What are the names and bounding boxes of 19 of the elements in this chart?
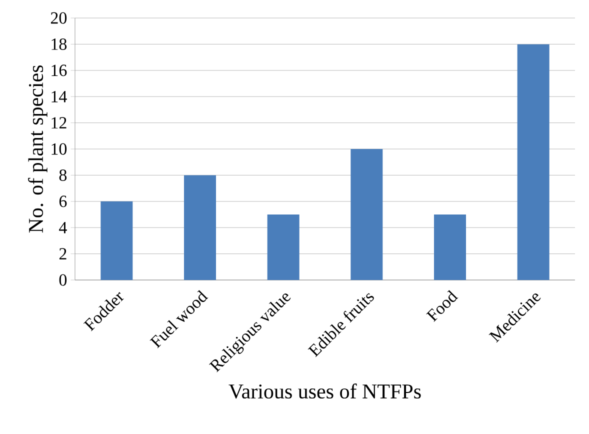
y-tick-label: 18 (52, 38, 67, 50)
y-tick-label: 6 (59, 196, 67, 208)
bar (350, 149, 383, 280)
y-tick-label: 8 (59, 169, 67, 181)
bar (184, 175, 216, 280)
x-axis-title: Various uses of NTFPs (228, 384, 421, 399)
y-tick-label: 2 (59, 248, 66, 260)
y-tick-label: 14 (52, 90, 67, 102)
bar (267, 214, 300, 280)
bar (434, 214, 466, 280)
y-tick-label: 16 (52, 64, 67, 76)
bar (100, 201, 133, 280)
y-axis-title: No. of plant species (28, 65, 48, 233)
y-tick-label: 0 (59, 274, 67, 286)
y-tick-label: 10 (52, 143, 67, 155)
bar (517, 44, 550, 280)
y-tick-label: 12 (52, 117, 66, 128)
y-tick-label: 20 (50, 12, 67, 24)
y-tick-label: 4 (59, 222, 67, 234)
